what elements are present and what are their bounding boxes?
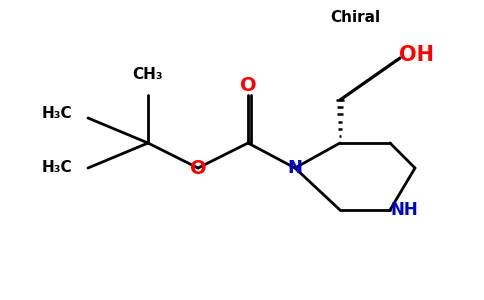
Text: O: O bbox=[190, 158, 206, 178]
Text: H₃C: H₃C bbox=[41, 160, 72, 175]
Text: O: O bbox=[240, 76, 257, 95]
Text: NH: NH bbox=[390, 201, 418, 219]
Text: H₃C: H₃C bbox=[41, 106, 72, 121]
Text: OH: OH bbox=[398, 45, 434, 65]
Text: CH₃: CH₃ bbox=[133, 67, 163, 82]
Text: Chiral: Chiral bbox=[330, 11, 380, 26]
Text: N: N bbox=[287, 159, 302, 177]
